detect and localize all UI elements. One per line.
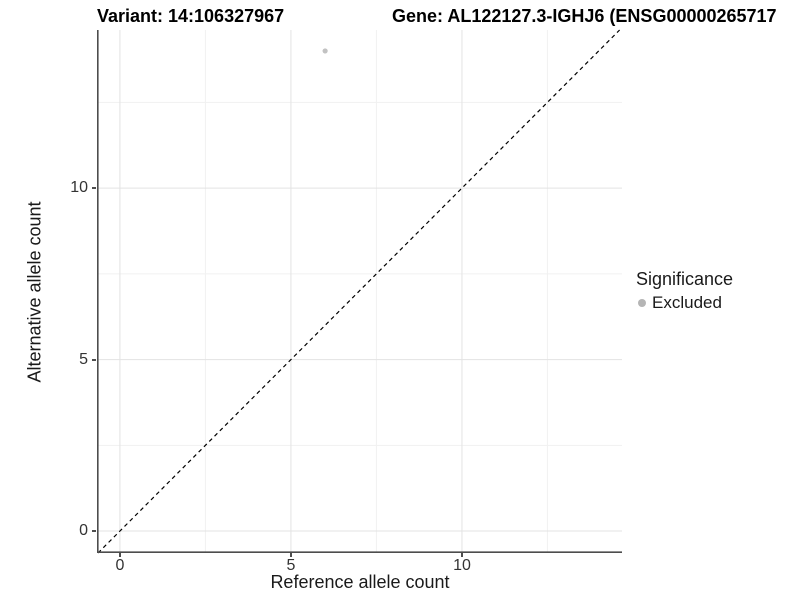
x-tick-mark-10 <box>461 553 463 557</box>
y-tick-mark-10 <box>92 187 96 189</box>
y-tick-label-0: 0 <box>79 522 88 539</box>
plot-title-gene: Gene: AL122127.3-IGHJ6 (ENSG00000265717 <box>392 6 777 26</box>
plot-title-variant: Variant: 14:106327967 <box>97 6 285 26</box>
y-tick-label-10: 10 <box>70 179 88 196</box>
legend: Significance Excluded <box>636 269 733 313</box>
y-tick-label-5: 5 <box>79 351 88 368</box>
x-tick-mark-5 <box>290 553 292 557</box>
x-tick-label-0: 0 <box>115 557 125 574</box>
y-tick-mark-5 <box>92 359 96 361</box>
plot-canvas <box>97 29 622 554</box>
legend-item-label: Excluded <box>652 293 722 312</box>
x-axis-title: Reference allele count <box>270 572 450 592</box>
plot-panel <box>97 29 622 554</box>
legend-title: Significance <box>636 269 734 289</box>
excluded-point-marker-icon <box>638 299 646 307</box>
legend-item-excluded: Excluded <box>638 293 733 313</box>
data-point <box>322 48 328 54</box>
x-tick-label-10: 10 <box>453 557 471 574</box>
x-tick-label-5: 5 <box>286 557 296 574</box>
identity-line <box>97 29 621 554</box>
y-axis-title: Alternative allele count <box>24 201 45 383</box>
x-tick-mark-0 <box>119 553 121 557</box>
y-tick-mark-0 <box>92 530 96 532</box>
